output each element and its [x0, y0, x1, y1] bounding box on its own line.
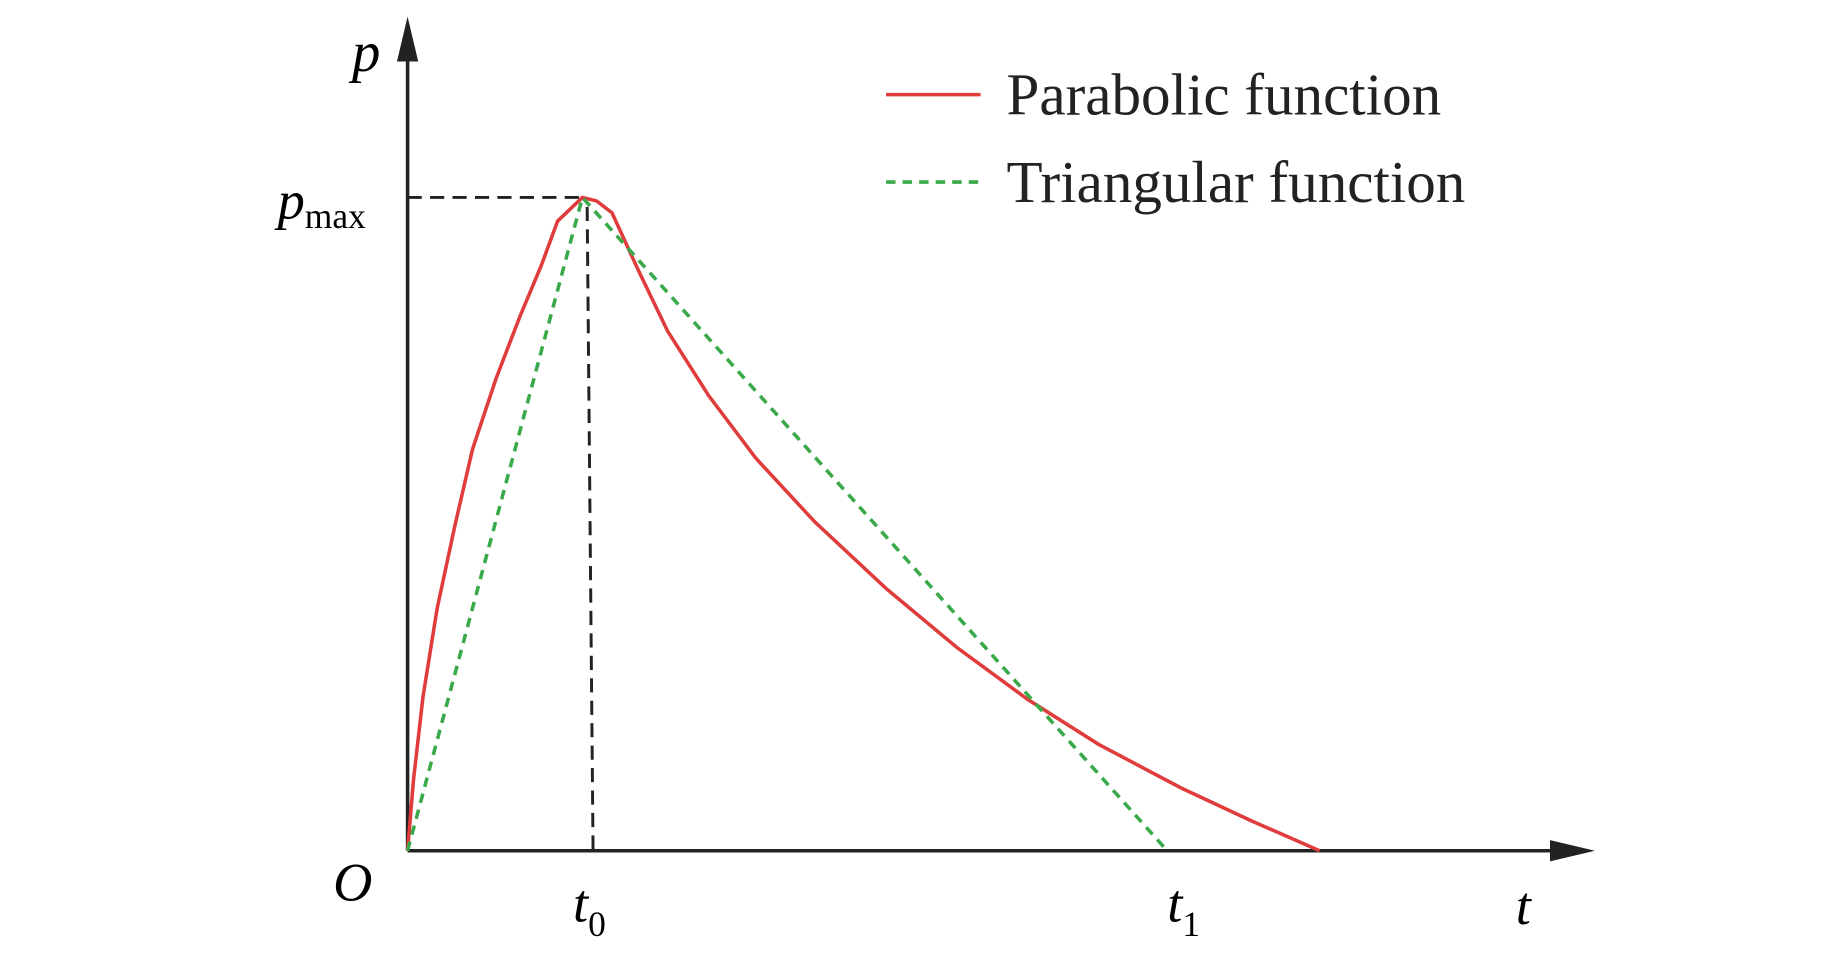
- t0-guide: [585, 206, 595, 851]
- pmax-sub: max: [305, 196, 366, 236]
- t0-sub: 0: [588, 904, 606, 944]
- legend: Parabolic function Triangular function: [886, 62, 1465, 215]
- y-arrow: [396, 16, 419, 62]
- pmax-base: p: [274, 171, 305, 231]
- legend-label: Parabolic function: [1007, 62, 1442, 128]
- y-label: p: [348, 21, 380, 84]
- t1-sub: 1: [1182, 904, 1200, 944]
- triangular-curve: [405, 193, 1169, 852]
- x-arrow: [1550, 840, 1595, 862]
- origin-label: O: [333, 852, 372, 912]
- parabolic-curve: [405, 195, 1321, 853]
- pmax-label: pmax: [274, 171, 366, 236]
- x-label: t: [1516, 876, 1533, 936]
- legend-label: Triangular function: [1007, 149, 1466, 215]
- t1-label: t1: [1167, 874, 1200, 944]
- t0-label: t0: [573, 874, 606, 944]
- t0-base: t: [573, 874, 590, 934]
- t1-base: t: [1167, 874, 1184, 934]
